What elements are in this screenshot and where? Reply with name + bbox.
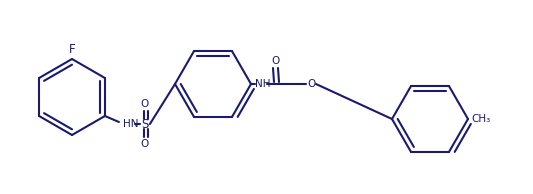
Text: CH₃: CH₃: [471, 114, 490, 124]
Text: O: O: [141, 99, 149, 109]
Text: O: O: [271, 56, 279, 66]
Text: NH: NH: [255, 79, 271, 89]
Text: O: O: [141, 139, 149, 149]
Text: S: S: [141, 118, 149, 131]
Text: O: O: [307, 79, 315, 89]
Text: F: F: [69, 43, 75, 56]
Text: HN: HN: [123, 119, 139, 129]
